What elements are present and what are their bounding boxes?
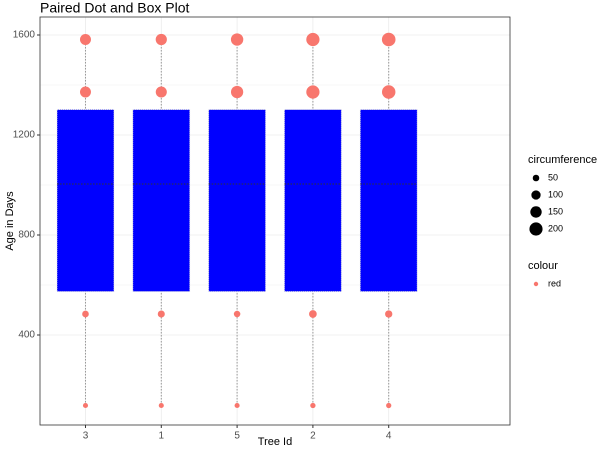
point: [155, 86, 167, 98]
y-tick-label: 1600: [13, 30, 36, 41]
legend-label: 50: [548, 172, 558, 182]
box: [132, 109, 191, 292]
box: [284, 109, 342, 292]
point: [82, 310, 89, 318]
legend-title: circumference: [528, 154, 597, 166]
point: [306, 85, 320, 99]
legend-label: 200: [548, 223, 563, 233]
x-axis-title: Tree Id: [258, 436, 292, 448]
point: [230, 33, 244, 46]
point: [233, 310, 241, 318]
point: [79, 33, 91, 46]
legend-label: 100: [548, 189, 563, 199]
point: [306, 32, 320, 47]
point: [385, 310, 393, 318]
legend-title: colour: [528, 260, 558, 272]
panel-border: [39, 16, 511, 426]
legend-key: [530, 206, 542, 218]
box: [359, 109, 418, 292]
x-tick-label: 4: [386, 431, 392, 442]
x-tick-label: 5: [234, 431, 240, 442]
x-tick-label: 3: [83, 431, 89, 442]
x-tick-label: 2: [310, 431, 316, 442]
y-axis-title: Age in Days: [4, 191, 16, 251]
point: [309, 310, 317, 318]
point: [155, 33, 167, 46]
x-tick-label: 1: [159, 431, 165, 442]
chart-title: Paired Dot and Box Plot: [40, 0, 190, 16]
legend-key: [533, 281, 539, 287]
point: [234, 402, 240, 409]
point: [381, 32, 396, 47]
point: [158, 402, 164, 409]
point: [381, 85, 396, 99]
point: [386, 402, 392, 409]
point: [310, 402, 316, 409]
legend-label: 150: [548, 206, 563, 216]
legend-key: [531, 190, 541, 200]
point: [230, 85, 244, 99]
point: [157, 310, 165, 318]
point: [82, 402, 89, 409]
y-tick-label: 800: [18, 230, 35, 241]
legend-label: red: [548, 278, 561, 288]
legend-key: [529, 222, 543, 236]
point: [80, 86, 91, 98]
y-tick-label: 400: [18, 330, 35, 341]
box: [208, 109, 266, 292]
box: [56, 109, 115, 292]
y-tick-label: 1200: [13, 130, 36, 141]
legend-key: [532, 174, 540, 182]
